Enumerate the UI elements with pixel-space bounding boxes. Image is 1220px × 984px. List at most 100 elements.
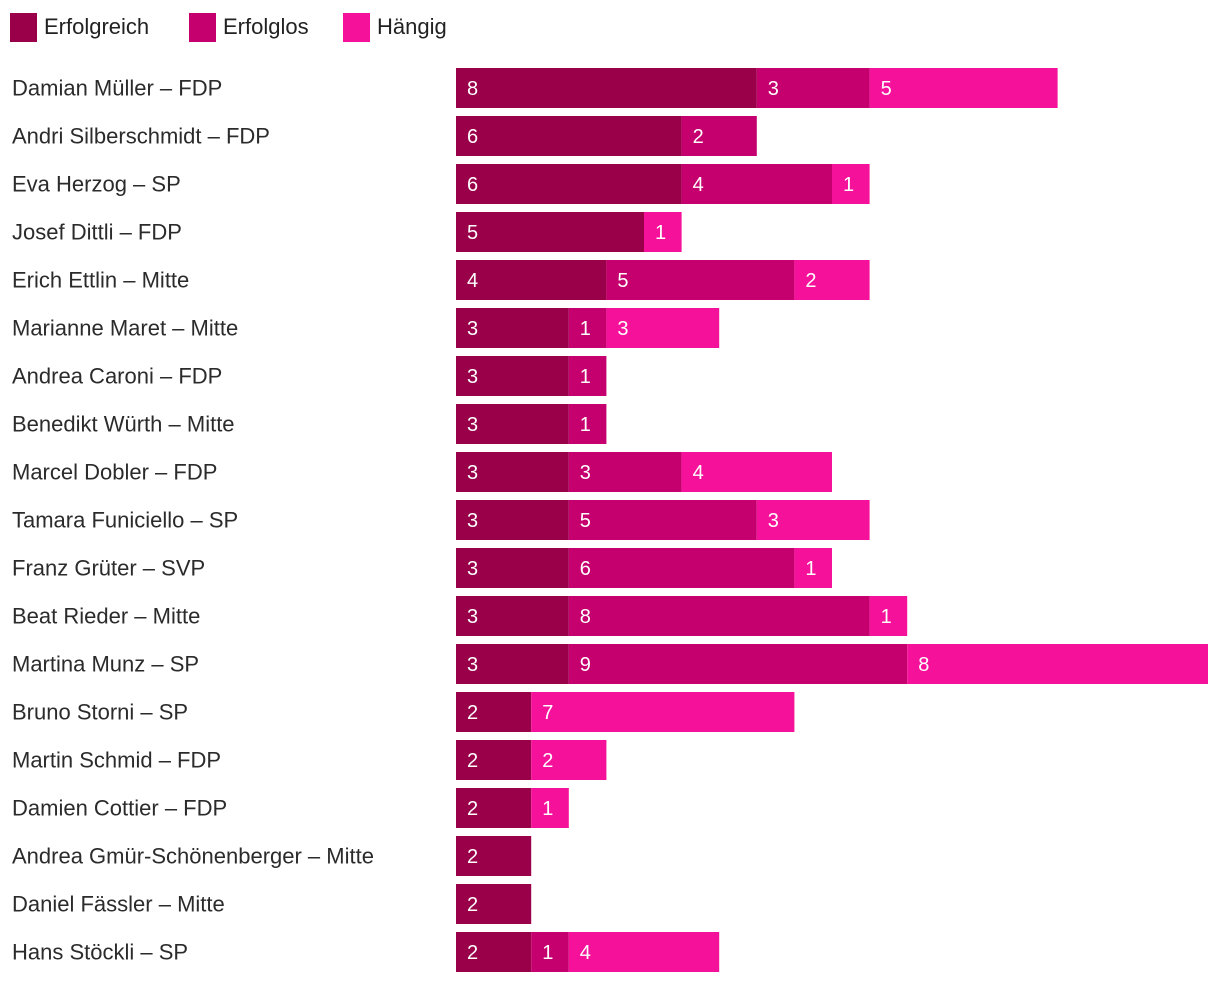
legend-swatch-erfolglos xyxy=(189,13,216,42)
bar-hangig xyxy=(531,740,607,780)
bar-value-label: 1 xyxy=(655,222,666,244)
row-label: Marianne Maret – Mitte xyxy=(12,316,238,341)
bar-value-label: 1 xyxy=(542,942,553,964)
row-label: Beat Rieder – Mitte xyxy=(12,604,200,629)
bar-value-label: 4 xyxy=(580,942,591,964)
bar-erfolgreich xyxy=(456,260,607,300)
bar-value-label: 2 xyxy=(467,798,478,820)
bar-value-label: 6 xyxy=(467,174,478,196)
bar-hangig xyxy=(606,308,720,348)
bar-value-label: 6 xyxy=(580,558,591,580)
bar-erfolglos xyxy=(568,308,607,348)
bar-value-label: 8 xyxy=(918,654,929,676)
bar-erfolgreich xyxy=(456,164,682,204)
bar-value-label: 8 xyxy=(580,606,591,628)
bar-hangig xyxy=(681,452,832,492)
bar-erfolglos xyxy=(756,68,870,108)
bar-erfolgreich xyxy=(456,788,532,828)
bar-erfolglos xyxy=(568,596,870,636)
bar-erfolglos xyxy=(568,404,607,444)
bar-value-label: 4 xyxy=(693,462,704,484)
bar-erfolgreich xyxy=(456,692,532,732)
bar-value-label: 3 xyxy=(467,510,478,532)
legend-swatch-hangig xyxy=(343,13,370,42)
bar-value-label: 4 xyxy=(467,270,478,292)
row-label: Eva Herzog – SP xyxy=(12,172,181,197)
bar-erfolgreich xyxy=(456,308,569,348)
legend-label-hangig: Hängig xyxy=(377,14,447,39)
bar-hangig xyxy=(869,596,908,636)
bar-erfolgreich xyxy=(456,68,757,108)
bar-erfolglos xyxy=(606,260,795,300)
row-label: Damian Müller – FDP xyxy=(12,76,222,101)
bar-hangig xyxy=(568,932,720,972)
bar-erfolglos xyxy=(568,644,908,684)
bar-value-label: 2 xyxy=(467,846,478,868)
bar-erfolgreich xyxy=(456,596,569,636)
bar-erfolgreich xyxy=(456,836,532,876)
row-label: Franz Grüter – SVP xyxy=(12,556,205,581)
bar-hangig xyxy=(869,68,1058,108)
bar-value-label: 1 xyxy=(580,318,591,340)
legend-label-erfolgreich: Erfolgreich xyxy=(44,14,149,39)
bar-value-label: 5 xyxy=(580,510,591,532)
bar-value-label: 5 xyxy=(881,78,892,100)
bar-value-label: 1 xyxy=(843,174,854,196)
bar-erfolgreich xyxy=(456,740,532,780)
row-label: Damien Cottier – FDP xyxy=(12,796,227,821)
bar-erfolglos xyxy=(681,116,757,156)
bar-erfolglos xyxy=(568,452,682,492)
row-label: Tamara Funiciello – SP xyxy=(12,508,238,533)
legend-label-erfolglos: Erfolglos xyxy=(223,14,309,39)
bar-value-label: 2 xyxy=(542,750,553,772)
row-label: Andrea Caroni – FDP xyxy=(12,364,222,389)
bar-hangig xyxy=(794,260,870,300)
bar-value-label: 2 xyxy=(467,702,478,724)
bar-value-label: 1 xyxy=(881,606,892,628)
bar-value-label: 3 xyxy=(467,462,478,484)
bar-value-label: 4 xyxy=(693,174,704,196)
bar-value-label: 5 xyxy=(467,222,478,244)
row-label: Josef Dittli – FDP xyxy=(12,220,182,245)
bar-value-label: 3 xyxy=(768,78,779,100)
row-label: Erich Ettlin – Mitte xyxy=(12,268,189,293)
bar-erfolgreich xyxy=(456,116,682,156)
row-label: Daniel Fässler – Mitte xyxy=(12,892,225,917)
bar-value-label: 3 xyxy=(467,558,478,580)
bar-hangig xyxy=(832,164,870,204)
bar-value-label: 3 xyxy=(617,318,628,340)
bar-value-label: 5 xyxy=(617,270,628,292)
bar-hangig xyxy=(531,692,795,732)
bar-erfolgreich xyxy=(456,212,644,252)
bar-value-label: 9 xyxy=(580,654,591,676)
bar-erfolglos xyxy=(568,500,757,540)
bar-erfolgreich xyxy=(456,452,569,492)
bar-erfolgreich xyxy=(456,644,569,684)
bar-value-label: 1 xyxy=(805,558,816,580)
row-label: Marcel Dobler – FDP xyxy=(12,460,217,485)
bar-value-label: 2 xyxy=(467,894,478,916)
bar-value-label: 2 xyxy=(467,750,478,772)
row-label: Benedikt Würth – Mitte xyxy=(12,412,235,437)
bar-erfolgreich xyxy=(456,932,532,972)
bar-value-label: 3 xyxy=(467,414,478,436)
bar-value-label: 3 xyxy=(467,654,478,676)
row-label: Bruno Storni – SP xyxy=(12,700,188,725)
bar-value-label: 3 xyxy=(467,366,478,388)
bar-value-label: 1 xyxy=(542,798,553,820)
bar-value-label: 3 xyxy=(580,462,591,484)
bar-value-label: 7 xyxy=(542,702,553,724)
legend-swatch-erfolgreich xyxy=(10,13,37,42)
bar-hangig xyxy=(756,500,870,540)
row-label: Andri Silberschmidt – FDP xyxy=(12,124,270,149)
bar-value-label: 1 xyxy=(580,366,591,388)
bar-hangig xyxy=(531,788,569,828)
row-label: Martina Munz – SP xyxy=(12,652,199,677)
bar-value-label: 2 xyxy=(805,270,816,292)
bar-erfolgreich xyxy=(456,356,569,396)
bar-hangig xyxy=(644,212,682,252)
bar-value-label: 8 xyxy=(467,78,478,100)
bar-value-label: 3 xyxy=(467,606,478,628)
bar-erfolglos xyxy=(531,932,569,972)
